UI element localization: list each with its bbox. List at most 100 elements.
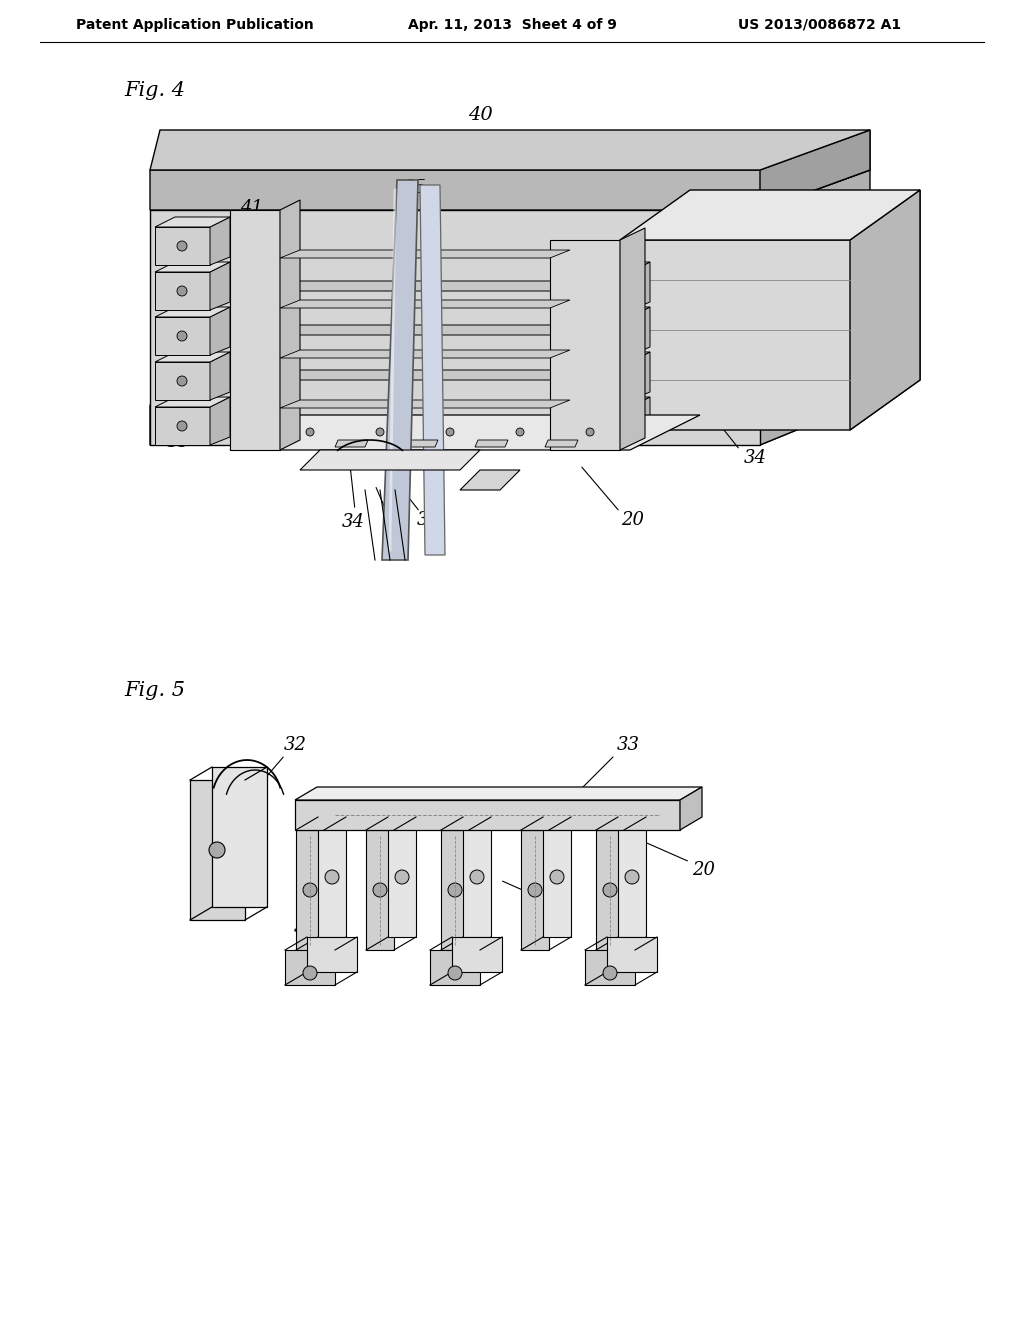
Circle shape	[516, 428, 524, 436]
Polygon shape	[460, 470, 520, 490]
Polygon shape	[620, 190, 920, 240]
Circle shape	[603, 966, 617, 979]
Polygon shape	[155, 216, 230, 227]
Text: 31: 31	[294, 917, 316, 936]
Polygon shape	[155, 352, 230, 362]
Polygon shape	[430, 950, 480, 985]
Polygon shape	[570, 352, 650, 362]
Polygon shape	[463, 817, 490, 937]
Circle shape	[177, 242, 187, 251]
Circle shape	[528, 883, 542, 898]
Circle shape	[177, 331, 187, 341]
Text: 35: 35	[403, 180, 427, 197]
Circle shape	[373, 883, 387, 898]
Polygon shape	[620, 228, 645, 450]
Polygon shape	[630, 261, 650, 310]
Polygon shape	[210, 397, 230, 445]
Polygon shape	[295, 787, 702, 800]
Text: 20: 20	[622, 511, 644, 529]
Polygon shape	[155, 272, 210, 310]
Polygon shape	[570, 362, 630, 400]
Circle shape	[376, 428, 384, 436]
Polygon shape	[150, 129, 870, 210]
Polygon shape	[441, 830, 469, 950]
Polygon shape	[630, 352, 650, 400]
Polygon shape	[307, 937, 357, 972]
Polygon shape	[570, 272, 630, 310]
Polygon shape	[296, 830, 324, 950]
Circle shape	[603, 883, 617, 898]
Circle shape	[470, 870, 484, 884]
Circle shape	[592, 286, 602, 296]
Polygon shape	[543, 817, 571, 937]
Circle shape	[306, 428, 314, 436]
Polygon shape	[285, 950, 335, 985]
Polygon shape	[210, 281, 590, 290]
Circle shape	[177, 376, 187, 385]
Polygon shape	[620, 190, 920, 430]
Text: US 2013/0086872 A1: US 2013/0086872 A1	[738, 18, 901, 32]
Text: 20: 20	[692, 861, 716, 879]
Polygon shape	[155, 397, 230, 407]
Polygon shape	[210, 261, 230, 310]
Circle shape	[592, 376, 602, 385]
Polygon shape	[452, 937, 502, 972]
Polygon shape	[150, 129, 870, 170]
Polygon shape	[155, 317, 210, 355]
Polygon shape	[280, 300, 570, 308]
Polygon shape	[570, 317, 630, 355]
Circle shape	[325, 870, 339, 884]
Text: 34: 34	[341, 513, 365, 531]
Text: Fig. 5: Fig. 5	[125, 681, 185, 700]
Polygon shape	[318, 817, 346, 937]
Text: 31: 31	[417, 511, 439, 529]
Polygon shape	[382, 180, 418, 560]
Circle shape	[592, 421, 602, 432]
Polygon shape	[230, 210, 280, 450]
Circle shape	[592, 331, 602, 341]
Circle shape	[177, 421, 187, 432]
Circle shape	[586, 428, 594, 436]
Polygon shape	[155, 407, 210, 445]
Polygon shape	[596, 830, 624, 950]
Polygon shape	[210, 325, 590, 335]
Polygon shape	[155, 261, 230, 272]
Polygon shape	[300, 450, 480, 470]
Circle shape	[449, 883, 462, 898]
Text: Apr. 11, 2013  Sheet 4 of 9: Apr. 11, 2013 Sheet 4 of 9	[408, 18, 616, 32]
Polygon shape	[545, 440, 578, 447]
Polygon shape	[335, 440, 368, 447]
Circle shape	[550, 870, 564, 884]
Polygon shape	[155, 362, 210, 400]
Polygon shape	[680, 787, 702, 830]
Polygon shape	[550, 240, 620, 450]
Polygon shape	[475, 440, 508, 447]
Polygon shape	[210, 370, 590, 380]
Polygon shape	[280, 400, 570, 408]
Polygon shape	[155, 308, 230, 317]
Circle shape	[446, 428, 454, 436]
Polygon shape	[618, 817, 646, 937]
Polygon shape	[155, 227, 210, 265]
Text: 15: 15	[384, 521, 407, 539]
Circle shape	[303, 883, 317, 898]
Text: 32: 32	[284, 737, 306, 754]
Polygon shape	[630, 308, 650, 355]
Text: Fig. 4: Fig. 4	[125, 81, 185, 99]
Text: 35: 35	[167, 433, 189, 451]
Polygon shape	[850, 190, 920, 430]
Polygon shape	[521, 830, 549, 950]
Circle shape	[209, 842, 225, 858]
Text: Patent Application Publication: Patent Application Publication	[76, 18, 314, 32]
Text: 34: 34	[743, 449, 767, 467]
Text: 40: 40	[468, 106, 493, 124]
Polygon shape	[150, 370, 870, 445]
Polygon shape	[406, 440, 438, 447]
Polygon shape	[607, 937, 657, 972]
Polygon shape	[210, 216, 230, 265]
Polygon shape	[570, 261, 650, 272]
Polygon shape	[210, 417, 590, 426]
Polygon shape	[150, 210, 760, 445]
Polygon shape	[190, 780, 245, 920]
Text: 31: 31	[547, 899, 569, 917]
